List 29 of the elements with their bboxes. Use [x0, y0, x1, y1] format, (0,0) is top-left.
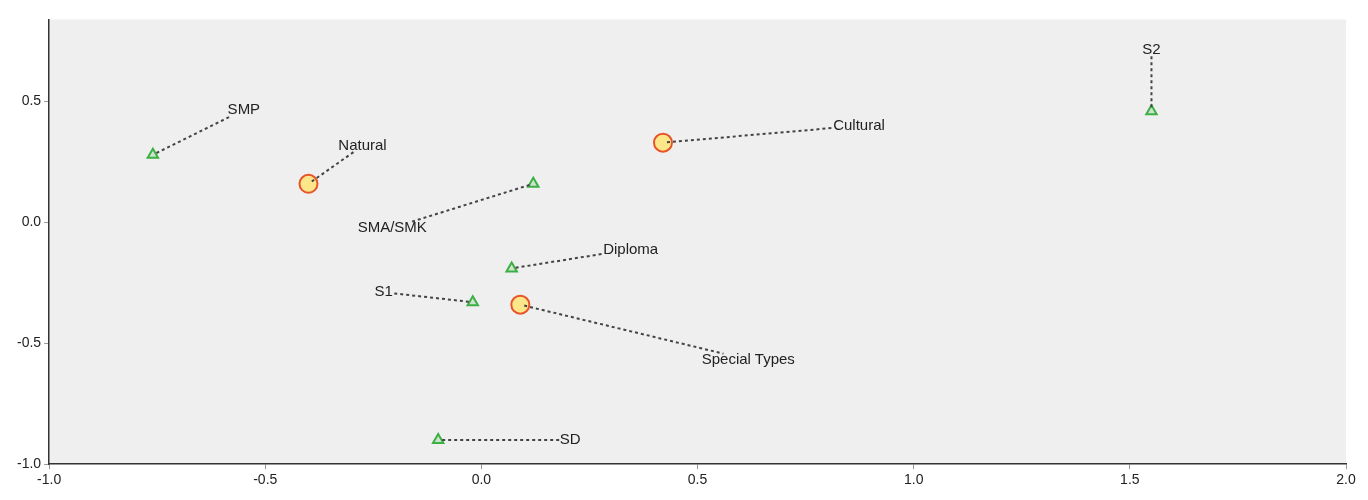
point [510, 294, 531, 315]
point [431, 433, 445, 445]
x-tick-label: 0.5 [687, 471, 708, 488]
x-tick-label: 1.0 [903, 471, 924, 488]
point [527, 176, 540, 188]
y-tick-label: -0.5 [17, 334, 42, 351]
point [652, 132, 673, 153]
y-tick-label: 0.5 [21, 92, 42, 109]
x-tick-label: -0.5 [253, 471, 278, 488]
annotation: S2 [1142, 40, 1161, 58]
annotation: S1 [374, 282, 393, 300]
annotation: SMA/SMK [357, 217, 427, 235]
annotation: Natural [338, 135, 387, 153]
point [505, 261, 518, 273]
annotation: SMP [227, 99, 261, 117]
point [1145, 104, 1158, 116]
point [146, 147, 160, 159]
point [466, 295, 479, 307]
annotation: Cultural [833, 115, 885, 133]
annotation: SD [559, 430, 581, 448]
y-tick-label: -1.0 [17, 455, 42, 472]
x-tick-label: -1.0 [37, 471, 62, 488]
x-tick-label: 0.0 [471, 471, 492, 488]
annotation: Special Types [701, 349, 795, 367]
x-tick-label: 2.0 [1336, 471, 1356, 488]
annotation: Diploma [603, 239, 659, 257]
y-tick-label: 0.0 [21, 213, 42, 230]
point [298, 173, 319, 194]
x-tick-label: 1.5 [1120, 471, 1140, 488]
